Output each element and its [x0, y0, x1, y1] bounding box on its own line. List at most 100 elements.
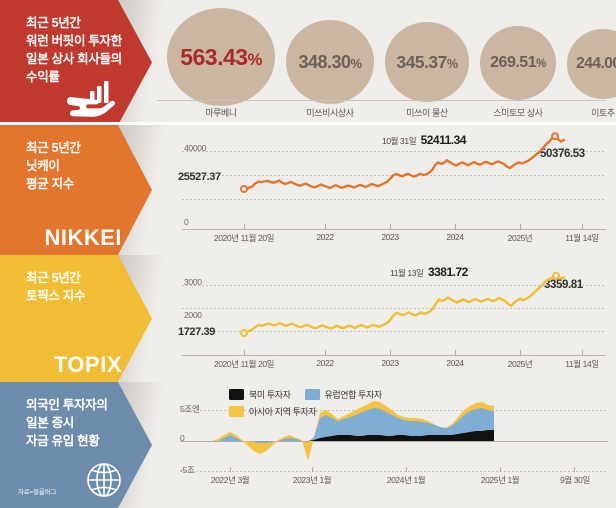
x-tick — [500, 467, 501, 472]
x-label-4: 9월 30일 — [560, 475, 590, 485]
bubble-label-3: 스미토모 상사 — [493, 108, 543, 118]
x-label-3: 2024 — [446, 358, 464, 368]
section-topix: 3000 2000 1727.39 3359.81 11월 13일 3381.7… — [0, 255, 616, 382]
section-nikkei: 40000 0 25527.37 50376.53 10월 31일 52411.… — [0, 125, 616, 255]
x-tick — [244, 350, 245, 355]
bubble-0: 563.43% — [167, 8, 275, 106]
gridline — [180, 471, 608, 472]
topix-start-value: 1727.39 — [178, 326, 215, 338]
legend-item-1: 유럽연합 투자자 — [304, 388, 383, 401]
legend-item-0: 북미 투자자 — [229, 388, 291, 401]
flows-chart: 5조엔 0 -5조 북미 투자자 유럽연합 투자자 — [152, 382, 616, 508]
legend-item-2: 아시아 지역 투자자 — [229, 405, 317, 418]
x-label-2: 2023 — [381, 232, 399, 242]
x-label-4: 2025년 — [507, 359, 533, 369]
returns-baseline — [157, 100, 606, 101]
nikkei-start-value: 25527.37 — [178, 171, 221, 183]
banner-flows-title: 외국인 투자자의 일본 증시 자금 유입 현황 — [26, 398, 108, 449]
legend-swatch-1 — [304, 389, 320, 400]
source-label: 자료=블룸버그 — [18, 489, 57, 496]
y-tick-2000: 2000 — [184, 310, 202, 320]
banner-nikkei-title: 최근 5년간 닛케이 평균 지수 — [26, 141, 81, 192]
x-label-1: 2022 — [316, 358, 334, 368]
topix-peak-value: 3381.72 — [427, 265, 468, 279]
bubble-label-2: 미쓰이 물산 — [406, 108, 448, 118]
topix-chart: 3000 2000 1727.39 3359.81 11월 13일 3381.7… — [152, 255, 616, 382]
x-label-3: 2024 — [446, 232, 464, 242]
banner-nikkei: 최근 5년간 닛케이 평균 지수 NIKKEI — [0, 125, 152, 255]
x-axis-line — [182, 355, 606, 356]
bubble-value-3: 269.51% — [490, 54, 546, 71]
x-label-3: 2025년 1월 — [480, 475, 520, 485]
gridline — [182, 285, 606, 286]
x-tick — [244, 224, 245, 229]
x-tick — [390, 224, 391, 229]
nikkei-peak-date: 10월 31일 — [382, 136, 417, 146]
banner-flows: 외국인 투자자의 일본 증시 자금 유입 현황 자료=블룸버그 — [0, 382, 152, 508]
x-label-2: 2023 — [381, 358, 399, 368]
nikkei-peak-annotation: 10월 31일 52411.34 — [382, 131, 466, 149]
banner-nikkei-word: NIKKEI — [44, 225, 122, 250]
nikkei-end-value: 50376.53 — [540, 148, 585, 160]
legend-label-1: 유럽연합 투자자 — [324, 390, 383, 400]
x-tick — [520, 224, 521, 229]
banner-returns-title: 최근 5년간 워런 버핏이 투자한 일본 상사 회사들의 수익률 — [26, 16, 122, 85]
x-label-4: 2025년 — [507, 233, 533, 243]
topix-line-svg — [240, 271, 566, 337]
flows-legend: 북미 투자자 유럽연합 투자자 아시아 지역 투자자 — [229, 388, 444, 418]
banner-topix: 최근 5년간 토픽스 지수 TOPIX — [0, 255, 152, 382]
bubble-label-1: 미쓰비시상사 — [306, 108, 354, 118]
bubble-label-4: 이토추 — [591, 108, 615, 118]
bubble-value-1: 348.30% — [298, 51, 362, 72]
section-divider — [0, 122, 616, 125]
x-tick — [406, 467, 407, 472]
x-label-1: 2022 — [316, 232, 334, 242]
x-tick — [312, 467, 313, 472]
x-tick — [325, 224, 326, 229]
x-tick — [574, 467, 575, 472]
bubble-value-4: 244.00% — [576, 55, 616, 72]
y-tick-0: 0 — [180, 433, 185, 443]
flows-area-svg — [212, 401, 494, 461]
section-returns: 563.43% 348.30% 345.37% 269.51% 244.00% … — [0, 0, 616, 125]
banner-topix-title: 최근 5년간 토픽스 지수 — [26, 271, 86, 304]
hand-bars-icon — [64, 75, 118, 119]
x-label-5: 11월 14일 — [565, 233, 599, 243]
x-label-5: 11월 14일 — [565, 359, 599, 369]
topix-peak-date: 11월 13일 — [390, 268, 424, 278]
x-tick — [455, 350, 456, 355]
bubble-value-2: 345.37% — [396, 51, 458, 72]
bubble-2: 345.37% — [385, 22, 469, 102]
x-label-0: 2020년 11월 20일 — [213, 233, 275, 243]
x-tick — [582, 350, 583, 355]
section-flows: 5조엔 0 -5조 북미 투자자 유럽연합 투자자 — [0, 382, 616, 508]
y-tick-40000: 40000 — [184, 143, 207, 153]
y-tick-minus5cho: -5조 — [180, 465, 195, 475]
topix-peak-annotation: 11월 13일 3381.72 — [390, 263, 468, 281]
legend-label-0: 북미 투자자 — [249, 390, 291, 400]
x-label-2: 2024년 1월 — [386, 475, 426, 485]
x-tick — [455, 224, 456, 229]
bubble-3: 269.51% — [480, 26, 556, 100]
y-tick-3000: 3000 — [184, 277, 202, 287]
bubble-1: 348.30% — [286, 20, 374, 104]
nikkei-peak-value: 52411.34 — [420, 133, 467, 147]
x-tick — [582, 224, 583, 229]
globe-icon — [82, 458, 126, 502]
returns-bubble-group: 563.43% 348.30% 345.37% 269.51% 244.00% … — [152, 0, 616, 125]
nikkei-chart: 40000 0 25527.37 50376.53 10월 31일 52411.… — [152, 125, 616, 255]
legend-swatch-2 — [229, 406, 244, 417]
x-label-1: 2023년 1월 — [292, 475, 332, 485]
x-tick — [230, 467, 231, 472]
gridline — [180, 410, 608, 411]
x-axis-line — [182, 229, 606, 230]
gridline — [182, 199, 606, 200]
y-tick-0: 0 — [184, 217, 189, 227]
bubble-label-0: 마루베니 — [205, 108, 237, 118]
y-tick-5cho: 5조엔 — [180, 404, 200, 414]
gridline — [182, 308, 606, 309]
banner-returns: 최근 5년간 워런 버핏이 투자한 일본 상사 회사들의 수익률 — [0, 0, 152, 125]
nikkei-line-svg — [240, 132, 566, 193]
x-label-0: 2022년 3월 — [210, 475, 250, 485]
